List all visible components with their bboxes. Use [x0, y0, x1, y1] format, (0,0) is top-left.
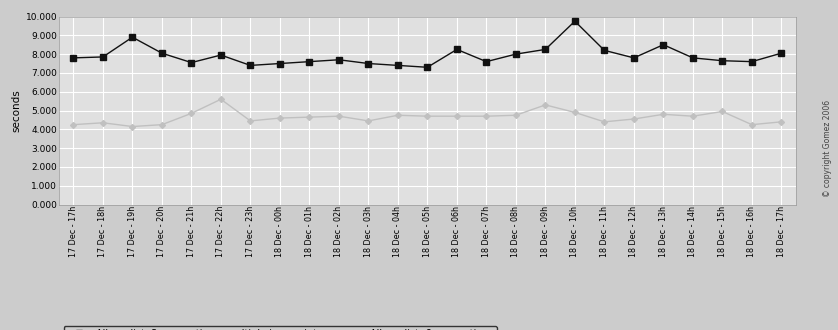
Album list: 6 connections: (11, 4.75): 6 connections: (11, 4.75): [393, 113, 403, 117]
Album list: 6 connections: (15, 4.75): 6 connections: (15, 4.75): [511, 113, 521, 117]
Album list: 6 connections: (8, 4.65): 6 connections: (8, 4.65): [304, 115, 314, 119]
Album list: 2 connections, multiple javascripts: (20, 8.5): 2 connections, multiple javascripts: (20…: [659, 43, 669, 47]
Album list: 2 connections, multiple javascripts: (3, 8.05): 2 connections, multiple javascripts: (3,…: [157, 51, 167, 55]
Album list: 2 connections, multiple javascripts: (22, 7.65): 2 connections, multiple javascripts: (22…: [717, 59, 727, 63]
Album list: 2 connections, multiple javascripts: (14, 7.6): 2 connections, multiple javascripts: (14…: [481, 60, 491, 64]
Album list: 2 connections, multiple javascripts: (5, 7.95): 2 connections, multiple javascripts: (5,…: [216, 53, 226, 57]
Album list: 6 connections: (3, 4.25): 6 connections: (3, 4.25): [157, 123, 167, 127]
Album list: 6 connections: (4, 4.85): 6 connections: (4, 4.85): [186, 112, 196, 115]
Album list: 6 connections: (10, 4.45): 6 connections: (10, 4.45): [364, 119, 374, 123]
Album list: 2 connections, multiple javascripts: (24, 8.05): 2 connections, multiple javascripts: (24…: [776, 51, 786, 55]
Album list: 2 connections, multiple javascripts: (9, 7.7): 2 connections, multiple javascripts: (9,…: [334, 58, 344, 62]
Album list: 6 connections: (12, 4.7): 6 connections: (12, 4.7): [422, 114, 432, 118]
Album list: 2 connections, multiple javascripts: (2, 8.9): 2 connections, multiple javascripts: (2,…: [127, 35, 137, 39]
Album list: 2 connections, multiple javascripts: (0, 7.8): 2 connections, multiple javascripts: (0,…: [69, 56, 79, 60]
Album list: 6 connections: (24, 4.4): 6 connections: (24, 4.4): [776, 120, 786, 124]
Album list: 2 connections, multiple javascripts: (21, 7.8): 2 connections, multiple javascripts: (21…: [688, 56, 698, 60]
Album list: 2 connections, multiple javascripts: (6, 7.4): 2 connections, multiple javascripts: (6,…: [246, 63, 256, 67]
Album list: 2 connections, multiple javascripts: (19, 7.8): 2 connections, multiple javascripts: (19…: [628, 56, 639, 60]
Album list: 2 connections, multiple javascripts: (7, 7.5): 2 connections, multiple javascripts: (7,…: [275, 61, 285, 65]
Y-axis label: seconds: seconds: [12, 89, 22, 132]
Legend: Album list: 2 connections, multiple javascripts, Album list: 6 connections: Album list: 2 connections, multiple java…: [64, 326, 497, 330]
Album list: 2 connections, multiple javascripts: (15, 8): 2 connections, multiple javascripts: (15…: [511, 52, 521, 56]
Album list: 2 connections, multiple javascripts: (4, 7.55): 2 connections, multiple javascripts: (4,…: [186, 61, 196, 65]
Album list: 2 connections, multiple javascripts: (16, 8.25): 2 connections, multiple javascripts: (16…: [541, 48, 551, 51]
Album list: 6 connections: (18, 4.4): 6 connections: (18, 4.4): [599, 120, 609, 124]
Album list: 2 connections, multiple javascripts: (17, 9.75): 2 connections, multiple javascripts: (17…: [570, 19, 580, 23]
Album list: 6 connections: (19, 4.55): 6 connections: (19, 4.55): [628, 117, 639, 121]
Album list: 6 connections: (22, 4.95): 6 connections: (22, 4.95): [717, 110, 727, 114]
Album list: 2 connections, multiple javascripts: (18, 8.2): 2 connections, multiple javascripts: (18…: [599, 49, 609, 52]
Album list: 2 connections, multiple javascripts: (13, 8.25): 2 connections, multiple javascripts: (13…: [452, 48, 462, 51]
Album list: 6 connections: (0, 4.25): 6 connections: (0, 4.25): [69, 123, 79, 127]
Album list: 6 connections: (16, 5.3): 6 connections: (16, 5.3): [541, 103, 551, 107]
Album list: 6 connections: (17, 4.9): 6 connections: (17, 4.9): [570, 111, 580, 115]
Album list: 2 connections, multiple javascripts: (1, 7.85): 2 connections, multiple javascripts: (1,…: [98, 55, 108, 59]
Album list: 2 connections, multiple javascripts: (8, 7.6): 2 connections, multiple javascripts: (8,…: [304, 60, 314, 64]
Album list: 6 connections: (23, 4.25): 6 connections: (23, 4.25): [747, 123, 757, 127]
Album list: 6 connections: (21, 4.7): 6 connections: (21, 4.7): [688, 114, 698, 118]
Line: Album list: 6 connections: Album list: 6 connections: [71, 97, 784, 129]
Album list: 6 connections: (7, 4.6): 6 connections: (7, 4.6): [275, 116, 285, 120]
Album list: 6 connections: (14, 4.7): 6 connections: (14, 4.7): [481, 114, 491, 118]
Album list: 6 connections: (9, 4.7): 6 connections: (9, 4.7): [334, 114, 344, 118]
Album list: 2 connections, multiple javascripts: (10, 7.5): 2 connections, multiple javascripts: (10…: [364, 61, 374, 65]
Album list: 6 connections: (6, 4.45): 6 connections: (6, 4.45): [246, 119, 256, 123]
Album list: 6 connections: (5, 5.6): 6 connections: (5, 5.6): [216, 97, 226, 101]
Album list: 6 connections: (2, 4.15): 6 connections: (2, 4.15): [127, 124, 137, 128]
Album list: 6 connections: (20, 4.8): 6 connections: (20, 4.8): [659, 112, 669, 116]
Album list: 6 connections: (1, 4.35): 6 connections: (1, 4.35): [98, 121, 108, 125]
Line: Album list: 2 connections, multiple javascripts: Album list: 2 connections, multiple java…: [70, 18, 784, 70]
Text: © copyright Gomez 2006: © copyright Gomez 2006: [824, 100, 832, 197]
Album list: 6 connections: (13, 4.7): 6 connections: (13, 4.7): [452, 114, 462, 118]
Album list: 2 connections, multiple javascripts: (11, 7.4): 2 connections, multiple javascripts: (11…: [393, 63, 403, 67]
Album list: 2 connections, multiple javascripts: (12, 7.3): 2 connections, multiple javascripts: (12…: [422, 65, 432, 69]
Album list: 2 connections, multiple javascripts: (23, 7.6): 2 connections, multiple javascripts: (23…: [747, 60, 757, 64]
